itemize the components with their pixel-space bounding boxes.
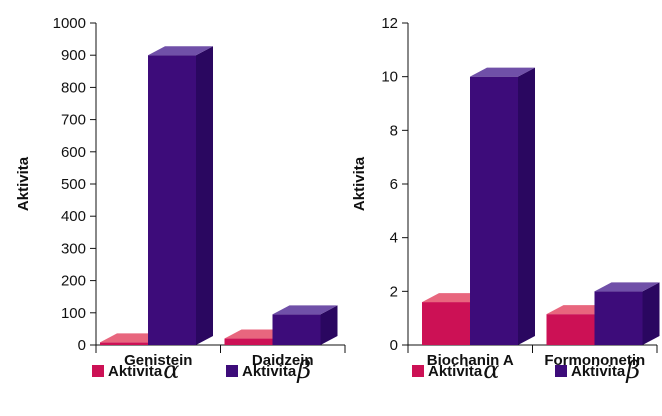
y-axis-label: Aktivita xyxy=(351,156,368,211)
bar-top xyxy=(148,46,213,56)
legend-label: Aktivita xyxy=(242,363,297,380)
bar xyxy=(594,291,643,345)
bar xyxy=(100,342,148,345)
y-tick-label: 800 xyxy=(61,79,86,96)
y-tick-label: 600 xyxy=(61,144,86,161)
category-label: Biochanin A xyxy=(427,352,514,369)
category-label: Daidzein xyxy=(252,352,314,369)
legend-symbol: α xyxy=(483,356,499,384)
bar xyxy=(224,338,273,345)
bar-side xyxy=(196,46,213,345)
y-tick-label: 0 xyxy=(78,337,86,354)
legend-symbol: β xyxy=(625,356,640,384)
legend-label: Aktivita xyxy=(571,363,626,380)
y-tick-label: 400 xyxy=(61,208,86,225)
legend-swatch xyxy=(412,365,424,377)
bar xyxy=(470,76,518,346)
bar-side xyxy=(320,305,338,345)
category-label: Formononetin xyxy=(544,352,645,369)
y-tick-label: 100 xyxy=(61,305,86,322)
y-tick-label: 200 xyxy=(61,273,86,290)
y-tick-label: 4 xyxy=(390,230,398,247)
bar xyxy=(272,314,321,345)
bar xyxy=(546,314,595,345)
legend-swatch xyxy=(92,365,104,377)
y-tick-label: 500 xyxy=(61,176,86,193)
bar xyxy=(422,302,470,345)
bar-side xyxy=(642,282,660,345)
bar-top xyxy=(594,282,660,292)
bar-side xyxy=(518,67,535,346)
legend-symbol: α xyxy=(163,356,179,384)
bar xyxy=(148,55,196,345)
legend-label: Aktivita xyxy=(428,363,483,380)
y-tick-label: 12 xyxy=(381,15,398,32)
bar-top xyxy=(470,67,535,77)
y-tick-label: 900 xyxy=(61,47,86,64)
legend-swatch xyxy=(555,365,567,377)
y-tick-label: 10 xyxy=(381,69,398,86)
y-tick-label: 0 xyxy=(390,337,398,354)
y-tick-label: 300 xyxy=(61,240,86,257)
category-label: Genistein xyxy=(124,352,192,369)
legend-symbol: β xyxy=(296,356,311,384)
bar-top xyxy=(272,305,338,315)
legend-label: Aktivita xyxy=(108,363,163,380)
y-tick-label: 700 xyxy=(61,112,86,129)
legend-swatch xyxy=(226,365,238,377)
y-tick-label: 1000 xyxy=(53,15,86,32)
y-tick-label: 6 xyxy=(390,176,398,193)
y-tick-label: 8 xyxy=(390,122,398,139)
y-tick-label: 2 xyxy=(390,283,398,300)
y-axis-label: Aktivita xyxy=(15,156,32,211)
